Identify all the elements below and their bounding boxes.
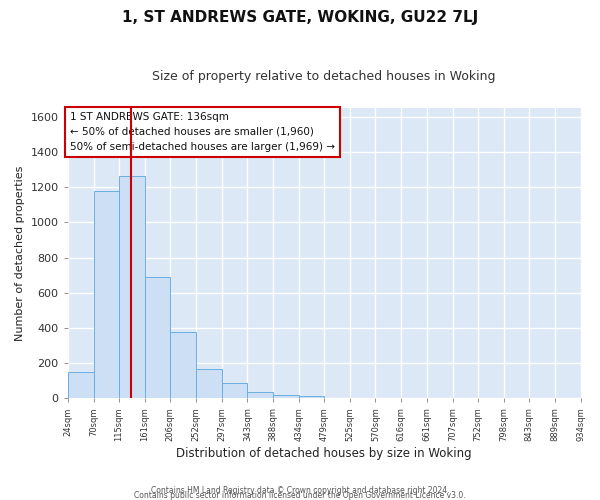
- X-axis label: Distribution of detached houses by size in Woking: Distribution of detached houses by size …: [176, 447, 472, 460]
- Bar: [119, 176, 145, 398]
- Text: 1, ST ANDREWS GATE, WOKING, GU22 7LJ: 1, ST ANDREWS GATE, WOKING, GU22 7LJ: [122, 10, 478, 25]
- Title: Size of property relative to detached houses in Woking: Size of property relative to detached ho…: [152, 70, 496, 83]
- Bar: [273, 395, 299, 398]
- Bar: [94, 192, 119, 398]
- Text: Contains public sector information licensed under the Open Government Licence v3: Contains public sector information licen…: [134, 490, 466, 500]
- Bar: [247, 392, 273, 398]
- Bar: [299, 396, 324, 398]
- Y-axis label: Number of detached properties: Number of detached properties: [15, 166, 25, 341]
- Bar: [196, 370, 221, 398]
- Text: Contains HM Land Registry data © Crown copyright and database right 2024.: Contains HM Land Registry data © Crown c…: [151, 486, 449, 495]
- Bar: [68, 372, 94, 398]
- Bar: [221, 382, 247, 398]
- Bar: [170, 332, 196, 398]
- Bar: [145, 277, 170, 398]
- Text: 1 ST ANDREWS GATE: 136sqm
← 50% of detached houses are smaller (1,960)
50% of se: 1 ST ANDREWS GATE: 136sqm ← 50% of detac…: [70, 112, 335, 152]
